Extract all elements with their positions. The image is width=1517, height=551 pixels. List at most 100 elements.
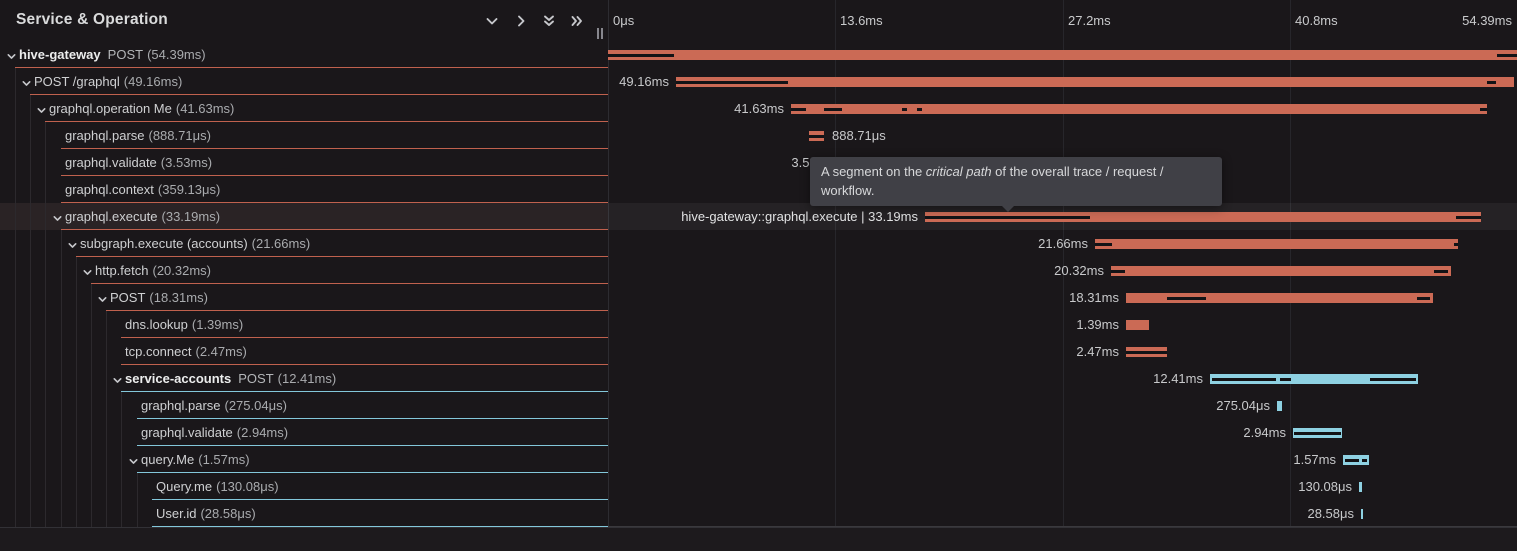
span-label: graphql.context (359.13μs) [65,176,220,203]
panel-resize-grip[interactable] [597,28,604,39]
span-tree-row[interactable]: graphql.validate (2.94ms) [0,419,608,446]
span-bar-row[interactable]: 21.66ms [608,230,1517,257]
double-chevron-right-icon[interactable] [569,13,585,29]
axis-tick-label: 13.6ms [840,13,883,28]
span-tree-row[interactable]: graphql.operation Me (41.63ms) [0,95,608,122]
chevron-right-icon[interactable] [513,13,529,29]
span-bar[interactable] [1361,509,1363,519]
service-name: service-accounts [125,371,232,386]
span-bar[interactable] [1210,374,1418,384]
span-bar-row[interactable]: 2.94ms [608,419,1517,446]
span-bar-row[interactable]: 28.58μs [608,500,1517,527]
span-tree-row[interactable]: POST (18.31ms) [0,284,608,311]
span-tree-row[interactable]: subgraph.execute (accounts) (21.66ms) [0,230,608,257]
chevron-down-icon[interactable] [67,238,78,249]
span-tree-row[interactable]: User.id (28.58μs) [0,500,608,527]
chevron-down-icon[interactable] [128,454,139,465]
span-tree-row[interactable]: query.Me (1.57ms) [0,446,608,473]
span-bar[interactable] [1277,401,1282,411]
span-tree-row[interactable]: service-accounts POST (12.41ms) [0,365,608,392]
operation-name: subgraph.execute (accounts) [80,236,248,251]
span-tree-row[interactable]: graphql.validate (3.53ms) [0,149,608,176]
span-bar-row[interactable]: 275.04μs [608,392,1517,419]
critical-path-segment [1480,107,1487,111]
indent-guide [15,338,16,365]
span-bar[interactable] [809,131,824,141]
chevron-down-icon[interactable] [97,292,108,303]
span-bar[interactable] [1111,266,1451,276]
span-tree-row[interactable]: POST /graphql (49.16ms) [0,68,608,95]
span-tree-row[interactable]: tcp.connect (2.47ms) [0,338,608,365]
critical-path-segment [1345,458,1359,462]
span-duration-label: hive-gateway::graphql.execute | 33.19ms [681,209,918,224]
span-bar[interactable] [1126,293,1433,303]
row-underline [137,417,608,419]
row-underline [61,147,608,149]
operation-name: http.fetch [95,263,149,278]
critical-path-segment [1454,242,1458,246]
chevron-down-icon[interactable] [82,265,93,276]
indent-guide [61,446,62,473]
indent-guide [91,311,92,338]
span-bar-row[interactable]: 41.63ms [608,95,1517,122]
indent-guide [76,473,77,500]
span-tree-row[interactable]: dns.lookup (1.39ms) [0,311,608,338]
chevron-down-icon[interactable] [52,211,63,222]
span-label: graphql.validate (2.94ms) [141,419,288,446]
span-bar-row[interactable]: 888.71μs [608,122,1517,149]
indent-guide [76,446,77,473]
span-bar-row[interactable]: 12.41ms [608,365,1517,392]
span-label: graphql.parse (275.04μs) [141,392,287,419]
span-bar[interactable] [925,212,1481,222]
span-tree-row[interactable]: graphql.execute (33.19ms) [0,203,608,230]
span-bar[interactable] [791,104,1487,114]
indent-guide [76,257,77,284]
span-bar-row[interactable]: 20.32ms [608,257,1517,284]
span-duration-label: 2.94ms [1243,425,1286,440]
chevron-down-icon[interactable] [112,373,123,384]
span-bar-row[interactable]: 1.57ms [608,446,1517,473]
span-duration-label: 2.47ms [1076,344,1119,359]
span-tree-row[interactable]: http.fetch (20.32ms) [0,257,608,284]
chevron-down-icon[interactable] [484,13,500,29]
chevron-down-icon[interactable] [36,103,47,114]
indent-guide [45,149,46,176]
span-label: dns.lookup (1.39ms) [125,311,243,338]
span-bar[interactable] [1126,347,1167,357]
indent-guide [45,122,46,149]
span-tree-row[interactable]: graphql.parse (888.71μs) [0,122,608,149]
span-duration: (49.16ms) [123,74,183,89]
span-bar[interactable] [1343,455,1369,465]
span-bar-row[interactable]: 18.31ms [608,284,1517,311]
span-bar-row[interactable]: 49.16ms [608,68,1517,95]
span-bar-row[interactable]: 130.08μs [608,473,1517,500]
span-bar[interactable] [1126,320,1149,330]
critical-path-segment [902,107,907,111]
chevron-down-icon[interactable] [21,76,32,87]
span-bar-row[interactable]: 2.47ms [608,338,1517,365]
span-bar[interactable] [1359,482,1362,492]
indent-guide [15,122,16,149]
span-bar[interactable] [1293,428,1342,438]
span-tree-row[interactable]: hive-gateway POST (54.39ms) [0,41,608,68]
indent-guide [91,392,92,419]
operation-name: POST [110,290,146,305]
critical-path-segment [1497,53,1517,57]
span-bar-row[interactable]: hive-gateway::graphql.execute | 33.19ms [608,203,1517,230]
span-tree-row[interactable]: Query.me (130.08μs) [0,473,608,500]
span-bar-row[interactable]: 1.39ms [608,311,1517,338]
span-bar[interactable] [676,77,1514,87]
chevron-down-icon[interactable] [6,49,17,60]
indent-guide [15,230,16,257]
indent-guide [61,338,62,365]
span-bar[interactable] [608,50,1517,60]
span-bar-row[interactable] [608,41,1517,68]
double-chevron-down-icon[interactable] [541,13,557,29]
span-duration: (888.71μs) [148,128,211,143]
span-bar[interactable] [1095,239,1458,249]
span-duration: (33.19ms) [161,209,221,224]
gridline [1290,0,1291,527]
span-tree-row[interactable]: graphql.parse (275.04μs) [0,392,608,419]
span-tree-row[interactable]: graphql.context (359.13μs) [0,176,608,203]
indent-guide [15,203,16,230]
